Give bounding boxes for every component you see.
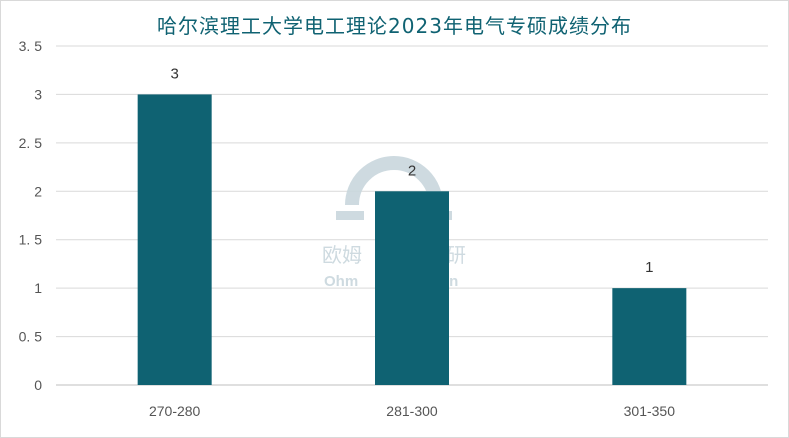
y-tick-label: 0. 5 <box>19 329 43 345</box>
watermark-foot-left <box>336 211 364 220</box>
watermark-text-right: 研 <box>446 243 466 267</box>
watermark-text-left: 欧姆 <box>322 243 362 267</box>
x-axis-tick-labels: 270-280 281-300 301-350 <box>149 403 675 419</box>
y-tick-label: 3 <box>34 86 42 102</box>
data-label: 3 <box>170 65 178 82</box>
bar <box>137 94 212 385</box>
bar <box>375 191 449 385</box>
x-tick-label: 270-280 <box>149 403 201 419</box>
y-tick-label: 1 <box>34 280 42 296</box>
y-tick-label: 0 <box>34 377 42 393</box>
y-tick-label: 2 <box>34 183 42 199</box>
bar <box>612 288 687 385</box>
watermark-arc <box>345 156 443 206</box>
y-tick-label: 3. 5 <box>19 38 43 54</box>
y-axis-tick-labels: 0 0. 5 1 1. 5 2 2. 5 3 3. 5 <box>19 38 43 393</box>
data-label: 2 <box>408 162 416 179</box>
y-tick-label: 2. 5 <box>19 135 43 151</box>
x-tick-label: 301-350 <box>624 403 676 419</box>
x-tick-label: 281-300 <box>386 403 438 419</box>
chart-title: 哈尔滨理工大学电工理论2023年电气专硕成绩分布 <box>157 14 632 38</box>
data-labels: 3 2 1 <box>170 65 653 276</box>
bars <box>137 94 687 385</box>
data-label: 1 <box>645 259 653 276</box>
watermark-sub-left: Ohm <box>324 273 358 290</box>
y-tick-label: 1. 5 <box>19 232 43 248</box>
